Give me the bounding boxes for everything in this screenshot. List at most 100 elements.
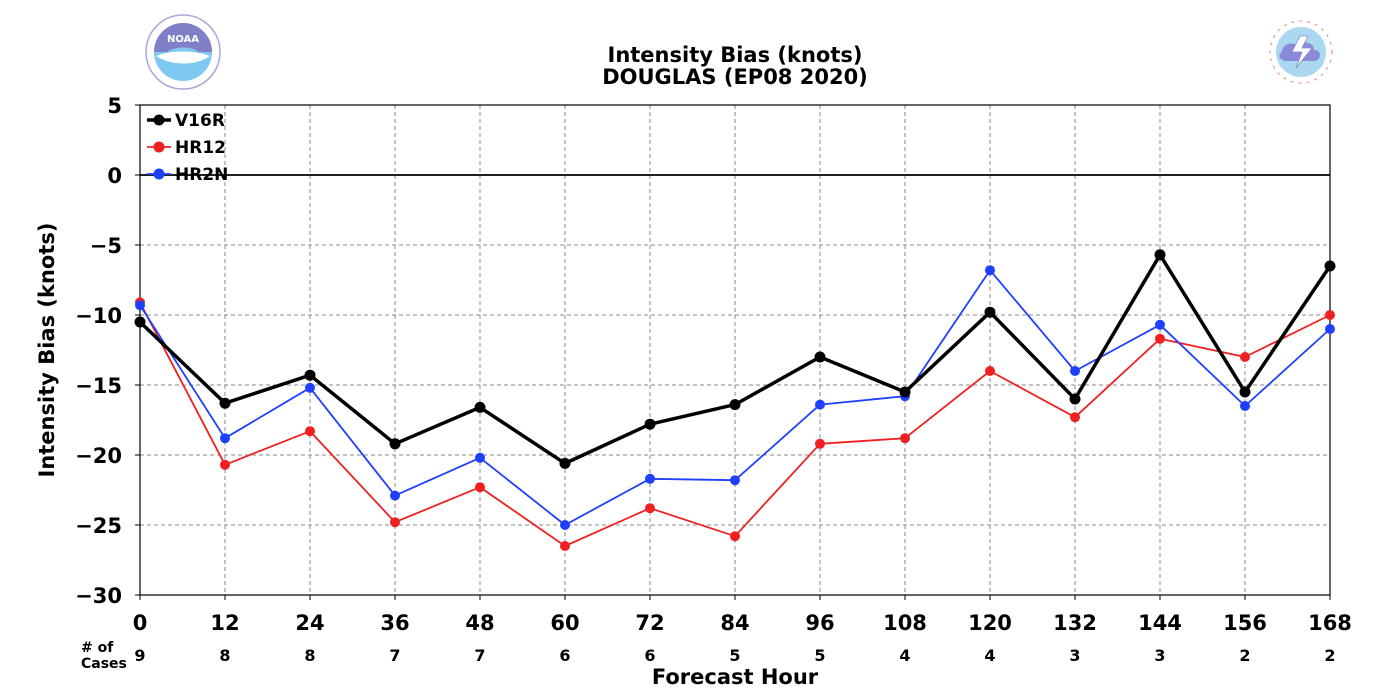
x-tick-label: 156 [1223,611,1267,635]
noaa-logo: NOAA [145,14,221,90]
cases-value: 2 [1239,646,1250,665]
chart-title-line: Intensity Bias (knots) [608,43,863,67]
data-point [475,482,485,493]
data-point [730,531,740,542]
legend-item-v16r: V16R [147,111,225,131]
cases-value: 7 [389,646,400,665]
data-point [985,366,995,376]
data-point [1155,319,1165,330]
data-point [559,457,571,469]
cases-value: 2 [1324,646,1335,665]
legend-label: V16R [175,111,225,131]
y-tick-label: −30 [75,584,122,608]
x-tick-label: 36 [380,611,409,635]
cases-value: 8 [304,646,315,665]
data-point [474,401,486,413]
data-point [390,490,400,501]
grid [140,105,1330,595]
data-point [220,459,230,470]
data-point [984,306,996,318]
y-tick-label: −10 [75,304,122,328]
x-tick-label: 132 [1053,611,1097,635]
x-tick-label: 84 [720,611,749,635]
data-point [730,475,740,486]
cases-value: 4 [984,646,995,665]
chart-title: Intensity Bias (knots)DOUGLAS (EP08 2020… [602,43,868,89]
series-v16r [134,249,1336,469]
nws-logo [1264,15,1338,89]
y-tick-labels: 5 0 −5 −10 −15 −20 −25 −30 [75,94,140,608]
series [134,249,1336,551]
y-axis-label: Intensity Bias (knots) [35,223,59,478]
data-point [1240,401,1250,411]
data-point [1325,324,1335,334]
data-point [729,399,741,411]
x-tick-label: 108 [883,611,927,635]
y-tick-label: −5 [90,234,122,258]
x-tick-label: 168 [1308,611,1352,635]
data-point [815,399,825,410]
data-point [1069,393,1081,405]
y-tick-label: 5 [107,94,122,118]
legend: V16R HR12 HR2N [147,111,228,185]
cases-value: 7 [474,646,485,665]
cases-value: 6 [559,646,570,665]
data-point [985,265,995,276]
data-point [644,418,656,430]
chart-title-line: DOUGLAS (EP08 2020) [602,65,868,89]
legend-swatch-marker [153,114,165,126]
data-point [1239,386,1251,398]
legend-item-hr2n: HR2N [147,165,228,185]
x-tick-label: 0 [133,611,148,635]
legend-swatch-marker [153,168,165,180]
cases-value: 3 [1069,646,1080,665]
data-point [900,433,910,444]
data-point [305,382,315,393]
data-point [899,386,911,398]
data-point [645,473,655,484]
data-point [475,452,485,463]
data-point [645,503,655,514]
legend-swatch-marker [153,141,165,153]
data-point [390,517,400,528]
data-point [1325,310,1335,320]
data-point [305,426,315,437]
cases-value: 3 [1154,646,1165,665]
data-point [220,433,230,444]
data-point [389,438,401,450]
x-tick-label: 24 [295,611,324,635]
x-tick-label: 60 [550,611,579,635]
noaa-logo-text: NOAA [167,34,199,45]
data-point [1154,249,1166,261]
data-point [1070,412,1080,423]
data-point [1070,366,1080,376]
x-tick-label: 120 [968,611,1012,635]
x-tick-labels: 0 12 24 36 48 60 72 84 96 108 120 132 144 156 168 [133,595,1352,635]
x-tick-label: 96 [805,611,834,635]
cases-label-line: Cases [81,656,127,672]
data-point [134,316,146,328]
data-point [304,369,316,381]
y-tick-label: −15 [75,374,122,398]
x-tick-label: 144 [1138,611,1182,635]
x-tick-label: 48 [465,611,494,635]
data-point [560,541,570,551]
y-tick-label: 0 [107,164,122,188]
data-point [219,397,231,409]
cases-value: 5 [814,646,825,665]
y-tick-label: −25 [75,514,122,538]
data-point [1155,333,1165,344]
data-point [814,351,826,363]
data-point [560,520,570,530]
series-hr2n [135,265,1335,530]
cases-value: 5 [729,646,740,665]
y-tick-label: −20 [75,444,122,468]
x-tick-label: 72 [635,611,664,635]
cases-label-line: # of [81,640,114,656]
series-hr12 [135,297,1335,551]
x-tick-label: 12 [210,611,239,635]
data-point [1324,260,1336,272]
data-point [135,300,145,311]
